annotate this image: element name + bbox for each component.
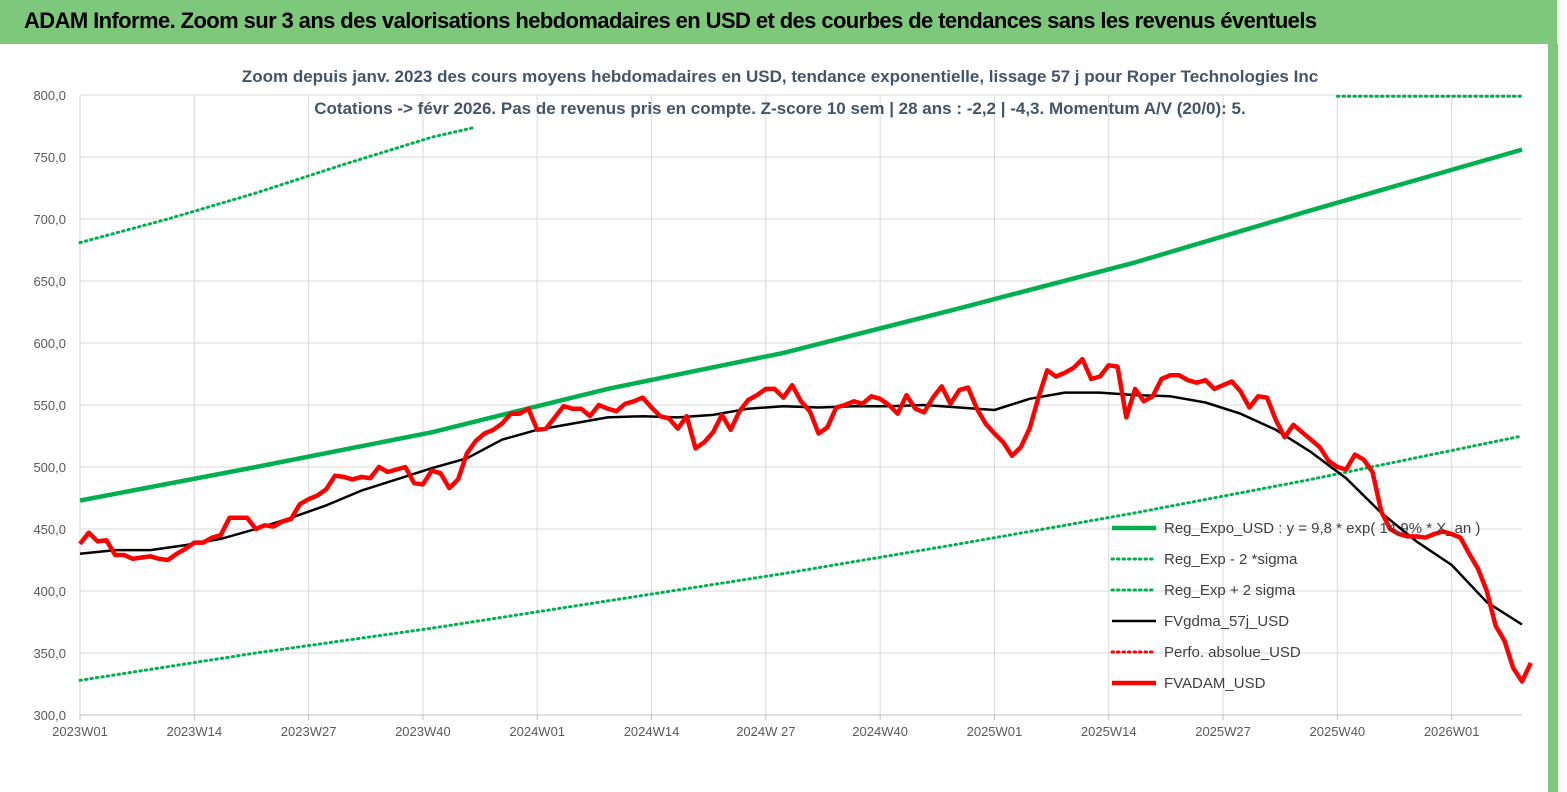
series-5-line	[78, 356, 1533, 684]
y-tick-label: 300,0	[33, 708, 66, 723]
chart-background	[0, 44, 1560, 792]
legend-entry-label: FVgdma_57j_USD	[1164, 613, 1289, 630]
chart-title-line-2: Cotations -> févr 2026. Pas de revenus p…	[314, 99, 1245, 118]
x-tick-label: 2023W27	[281, 724, 337, 739]
y-tick-label: 700,0	[33, 212, 66, 227]
x-tick-label: 2024W01	[509, 724, 565, 739]
y-tick-label: 800,0	[33, 88, 66, 103]
chart-title-line-1: Zoom depuis janv. 2023 des cours moyens …	[242, 67, 1318, 86]
series-lines	[78, 94, 1533, 684]
y-tick-label: 750,0	[33, 150, 66, 165]
y-tick-label: 450,0	[33, 522, 66, 537]
gridlines	[79, 94, 1522, 716]
x-tick-label: 2025W14	[1081, 724, 1137, 739]
y-tick-label: 350,0	[33, 646, 66, 661]
x-tick-label: 2023W01	[52, 724, 108, 739]
y-tick-label: 650,0	[33, 274, 66, 289]
x-tick-label: 2025W40	[1310, 724, 1366, 739]
x-axis-ticks: 2023W01 2023W14 2023W27 2023W40 2024W01 2024W…	[52, 715, 1479, 739]
x-tick-label: 2025W27	[1195, 724, 1251, 739]
y-tick-label: 600,0	[33, 336, 66, 351]
report-banner: ADAM Informe. Zoom sur 3 ans des valoris…	[0, 0, 1557, 44]
legend-entry-label: Reg_Expo_USD : y = 9,8 * exp( 14,9% * X_…	[1164, 520, 1480, 537]
legend-entry-label: Reg_Exp - 2 *sigma	[1164, 551, 1298, 568]
series-1-line	[78, 434, 1524, 682]
report-banner-title: ADAM Informe. Zoom sur 3 ans des valoris…	[24, 8, 1317, 33]
right-accent-strip	[1548, 44, 1558, 792]
x-tick-label: 2026W01	[1424, 724, 1480, 739]
x-tick-label: 2024W14	[624, 724, 680, 739]
y-tick-label: 400,0	[33, 584, 66, 599]
y-axis-ticks: 300,0 350,0 400,0 450,0 500,0 550,0 600,0 650,0…	[33, 88, 66, 723]
x-tick-label: 2023W14	[166, 724, 222, 739]
chart-canvas: 300,0 350,0 400,0 450,0 500,0 550,0 600,0 650,0…	[0, 44, 1560, 792]
x-tick-label: 2024W 27	[736, 724, 795, 739]
x-tick-label: 2024W40	[852, 724, 908, 739]
legend-entry-label: Perfo. absolue_USD	[1164, 644, 1301, 661]
series-0-line	[79, 147, 1523, 503]
x-tick-label: 2025W01	[967, 724, 1023, 739]
legend-entry-label: FVADAM_USD	[1164, 675, 1266, 692]
y-tick-label: 500,0	[33, 460, 66, 475]
legend-entry-label: Reg_Exp + 2 sigma	[1164, 582, 1296, 599]
series-2-line	[78, 125, 478, 245]
chart-legend: Reg_Expo_USD : y = 9,8 * exp( 14,9% * X_…	[1110, 520, 1480, 692]
x-tick-label: 2023W40	[395, 724, 451, 739]
y-tick-label: 550,0	[33, 398, 66, 413]
